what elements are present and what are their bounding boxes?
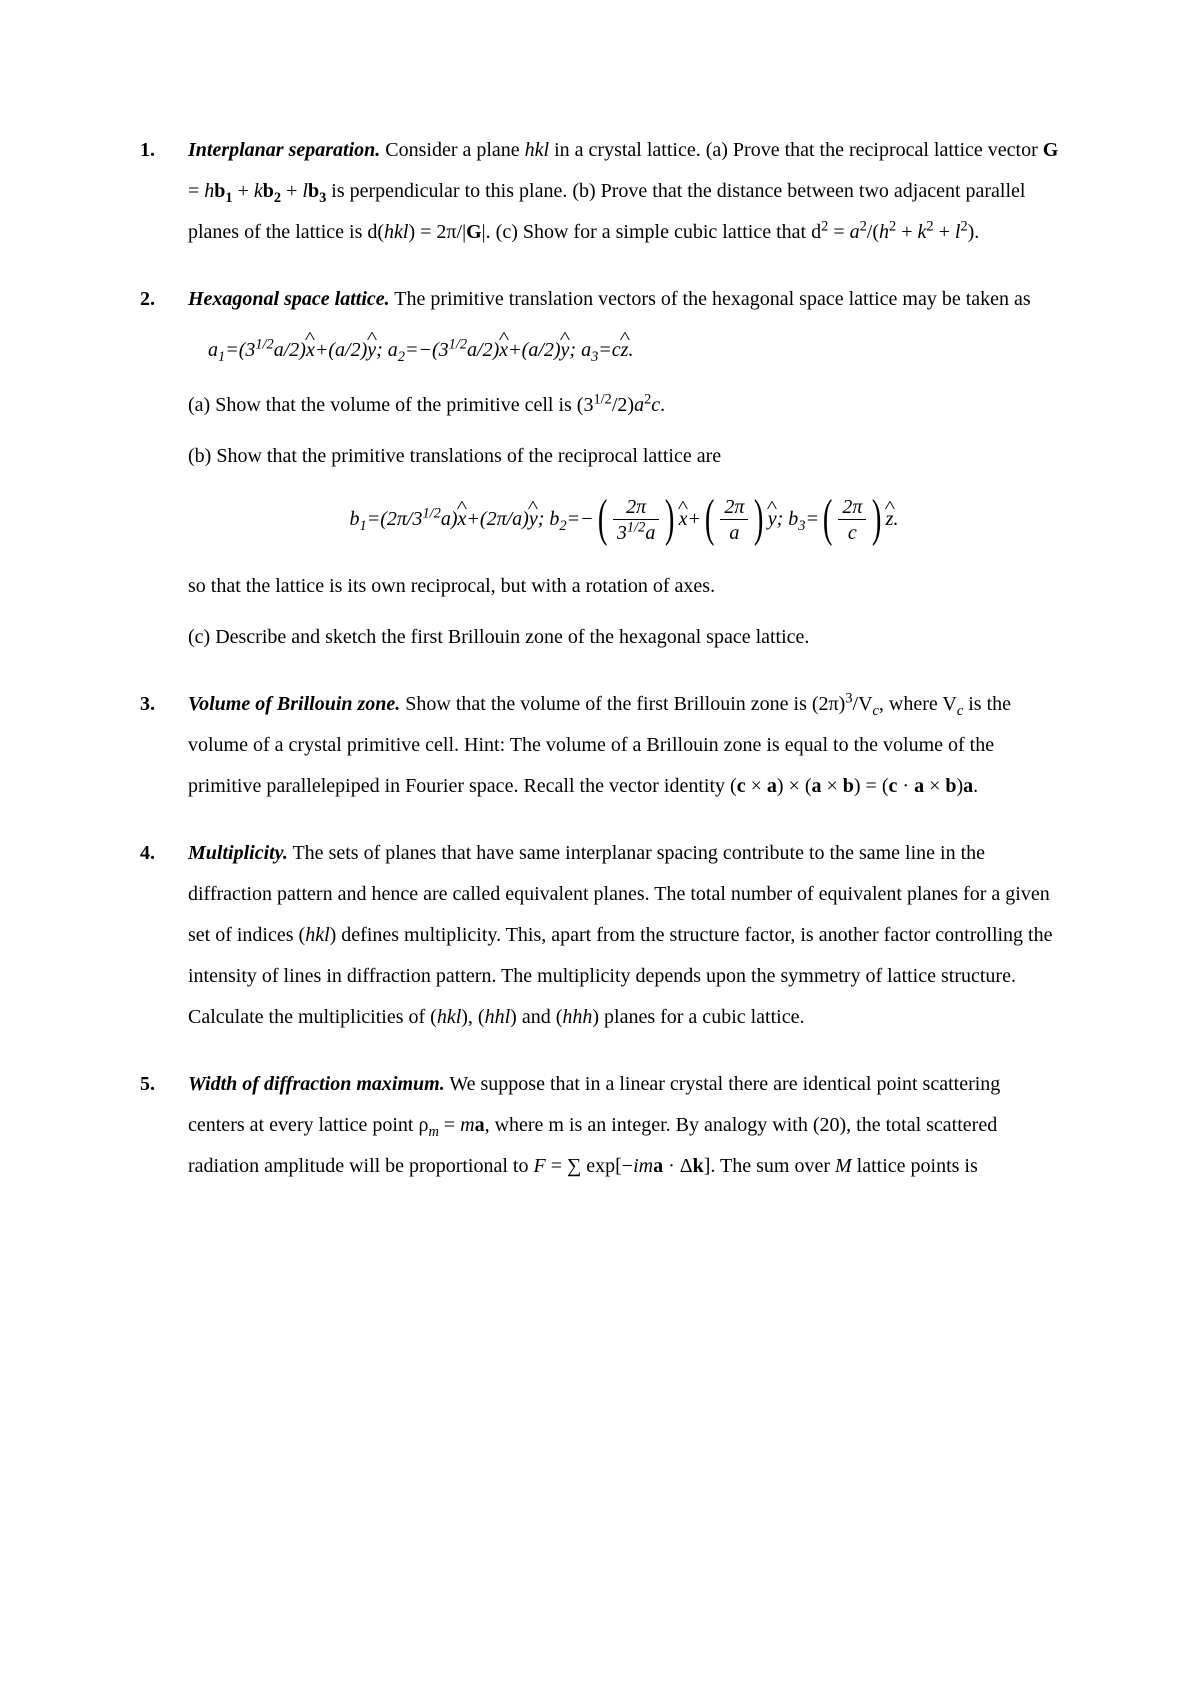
part-b: (b) Show that the primitive translations… <box>188 436 1060 477</box>
problem-4: 4. Multiplicity. The sets of planes that… <box>140 833 1060 1038</box>
problem-title: Width of diffraction maximum. <box>188 1073 445 1095</box>
problem-number: 1. <box>140 130 188 253</box>
problem-title: Hexagonal space lattice. <box>188 288 390 310</box>
problem-intro: The primitive translation vectors of the… <box>394 288 1030 310</box>
part-b-after: so that the lattice is its own reciproca… <box>188 566 1060 607</box>
problem-number: 4. <box>140 833 188 1038</box>
problem-title: Multiplicity. <box>188 842 288 864</box>
problem-number: 2. <box>140 279 188 658</box>
problem-body: Volume of Brillouin zone. Show that the … <box>188 684 1060 807</box>
problem-number: 5. <box>140 1064 188 1187</box>
problem-body: Multiplicity. The sets of planes that ha… <box>188 833 1060 1038</box>
problem-body: Hexagonal space lattice. The primitive t… <box>188 279 1060 658</box>
problem-text: The sets of planes that have same interp… <box>188 842 1053 1028</box>
part-a: (a) Show that the volume of the primitiv… <box>188 385 1060 426</box>
problem-1: 1. Interplanar separation. Consider a pl… <box>140 130 1060 253</box>
problem-body: Interplanar separation. Consider a plane… <box>188 130 1060 253</box>
problem-body: Width of diffraction maximum. We suppose… <box>188 1064 1060 1187</box>
problem-2: 2. Hexagonal space lattice. The primitiv… <box>140 279 1060 658</box>
problem-title: Interplanar separation. <box>188 139 380 161</box>
problem-number: 3. <box>140 684 188 807</box>
problem-title: Volume of Brillouin zone. <box>188 693 400 715</box>
problem-5: 5. Width of diffraction maximum. We supp… <box>140 1064 1060 1187</box>
equation-b-vectors: b1=(2π/31/2a)x+(2π/a)y; b2=−(2π31/2a)x+(… <box>188 495 1060 546</box>
equation-a-vectors: a1=(31/2a/2)x+(a/2)y; a2=−(31/2a/2)x+(a/… <box>188 330 1060 371</box>
part-c: (c) Describe and sketch the first Brillo… <box>188 617 1060 658</box>
problem-3: 3. Volume of Brillouin zone. Show that t… <box>140 684 1060 807</box>
